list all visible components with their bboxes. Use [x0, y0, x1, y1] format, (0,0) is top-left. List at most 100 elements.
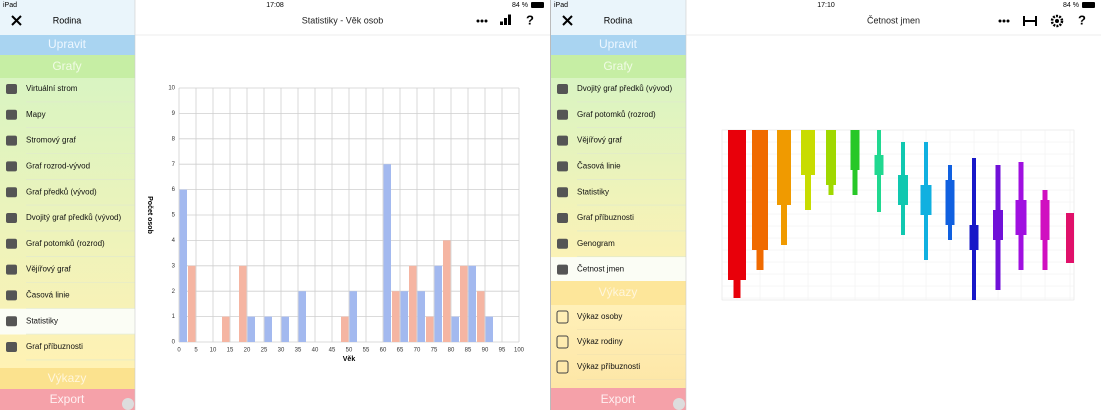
menu-item[interactable]: Graf příbuznosti — [577, 213, 634, 222]
menu-item[interactable]: Virtuální strom — [26, 84, 78, 93]
menu-icon — [6, 109, 17, 120]
menu-item[interactable]: Graf příbuznosti — [26, 342, 83, 351]
menu-item[interactable]: Statistiky — [577, 187, 609, 196]
close-icon[interactable] — [11, 15, 22, 26]
export-button[interactable]: Export — [50, 392, 85, 406]
x-tick-label: 95 — [499, 348, 506, 354]
x-tick-label: 90 — [482, 348, 489, 354]
menu-item[interactable]: Stromový graf — [26, 136, 77, 145]
export-bar[interactable] — [551, 388, 686, 410]
graphs-header: Grafy — [52, 59, 81, 73]
menu-item[interactable]: Mapy — [26, 110, 46, 119]
x-tick-label: 75 — [431, 348, 438, 354]
x-tick-label: 40 — [312, 348, 319, 354]
battery-icon — [1082, 2, 1095, 8]
x-tick-label: 45 — [329, 348, 336, 354]
collapse-handle[interactable] — [673, 398, 685, 410]
x-tick-label: 35 — [295, 348, 302, 354]
menu-icon — [6, 135, 17, 146]
menu-item[interactable]: Časová linie — [26, 291, 70, 300]
more-icon[interactable] — [998, 19, 1002, 23]
graphs-header-bg — [551, 55, 686, 78]
chart-type-icon[interactable] — [504, 18, 507, 25]
frequency-shape-body — [993, 210, 1003, 240]
sidebar-title: Rodina — [53, 15, 82, 25]
help-button[interactable]: ? — [1078, 12, 1086, 27]
more-icon[interactable] — [484, 19, 488, 23]
y-tick-label: 3 — [172, 263, 176, 269]
bar — [434, 265, 442, 342]
menu-item[interactable]: Dvojitý graf předků (vývod) — [577, 84, 672, 93]
x-tick-label: 0 — [177, 348, 181, 354]
sidebar-title: Rodina — [604, 15, 633, 25]
y-tick-label: 6 — [172, 187, 176, 193]
bar — [443, 240, 451, 342]
edit-button[interactable]: Upravit — [599, 37, 638, 51]
edit-bar[interactable] — [551, 35, 686, 55]
export-button[interactable]: Export — [601, 392, 636, 406]
x-tick-label: 25 — [261, 348, 268, 354]
chart-type-icon[interactable] — [500, 21, 503, 26]
report-item[interactable]: Výkaz osoby — [577, 312, 622, 321]
bar — [247, 316, 255, 342]
x-tick-label: 10 — [210, 348, 217, 354]
report-item[interactable]: Výkaz rodiny — [577, 337, 623, 346]
menu-item[interactable]: Graf potomků (rozrod) — [577, 110, 656, 119]
status-time: 17:10 — [817, 2, 835, 9]
frequency-shape-body — [850, 130, 860, 170]
frequency-shape-body — [969, 225, 979, 250]
menu-icon — [557, 187, 568, 198]
bar — [383, 164, 391, 342]
menu-item[interactable]: Graf předků (vývod) — [26, 187, 97, 196]
battery-icon — [531, 2, 544, 8]
bar — [451, 316, 459, 342]
reports-header-bg — [551, 281, 686, 305]
menu-item[interactable]: Dvojitý graf předků (vývod) — [26, 213, 121, 222]
menu-icon — [557, 238, 568, 249]
menu-item[interactable]: Statistiky — [26, 316, 58, 325]
status-battery: 84 % — [512, 2, 528, 9]
frequency-shape-body — [1015, 200, 1027, 235]
reports-button[interactable]: Výkazy — [48, 371, 87, 385]
y-tick-label: 1 — [172, 314, 176, 320]
menu-item[interactable]: Vějířový graf — [577, 136, 623, 145]
x-tick-label: 80 — [448, 348, 455, 354]
width-icon[interactable] — [1023, 16, 1037, 26]
settings-icon[interactable] — [1050, 14, 1064, 28]
frequency-shape-body — [874, 155, 884, 175]
export-bar[interactable] — [0, 389, 135, 410]
menu-icon — [6, 290, 17, 301]
menu-icon — [6, 264, 17, 275]
y-tick-label: 5 — [172, 213, 176, 219]
frequency-shape-body — [801, 130, 815, 175]
more-icon[interactable] — [476, 19, 480, 23]
y-tick-label: 4 — [172, 238, 176, 244]
more-icon[interactable] — [1002, 19, 1006, 23]
chart-type-icon[interactable] — [508, 14, 511, 26]
x-tick-label: 70 — [414, 348, 421, 354]
menu-item[interactable]: Genogram — [577, 239, 615, 248]
edit-button[interactable]: Upravit — [48, 37, 87, 51]
reports-bar[interactable] — [0, 368, 135, 389]
menu-item[interactable]: Graf rozrod-vývod — [26, 162, 90, 171]
edit-bar[interactable] — [0, 35, 135, 55]
y-tick-label: 2 — [172, 289, 176, 295]
report-item[interactable]: Výkaz příbuznosti — [577, 362, 640, 371]
menu-item[interactable]: Četnost jmen — [577, 265, 624, 274]
bar — [349, 291, 357, 342]
menu-item[interactable]: Časová linie — [577, 162, 621, 171]
more-icon[interactable] — [480, 19, 484, 23]
menu-item[interactable]: Graf potomků (rozrod) — [26, 239, 105, 248]
graphs-header-bg — [0, 55, 135, 78]
collapse-handle[interactable] — [122, 398, 134, 410]
menu-item[interactable]: Vějířový graf — [26, 265, 72, 274]
bar — [239, 265, 247, 342]
help-button[interactable]: ? — [526, 12, 534, 27]
close-icon[interactable] — [562, 15, 573, 26]
bar — [460, 265, 468, 342]
bar — [409, 265, 417, 342]
more-icon[interactable] — [1006, 19, 1010, 23]
menu-icon — [6, 84, 17, 94]
name-frequency-chart — [721, 129, 1075, 301]
screen-title: Statistiky - Věk osob — [302, 15, 384, 25]
